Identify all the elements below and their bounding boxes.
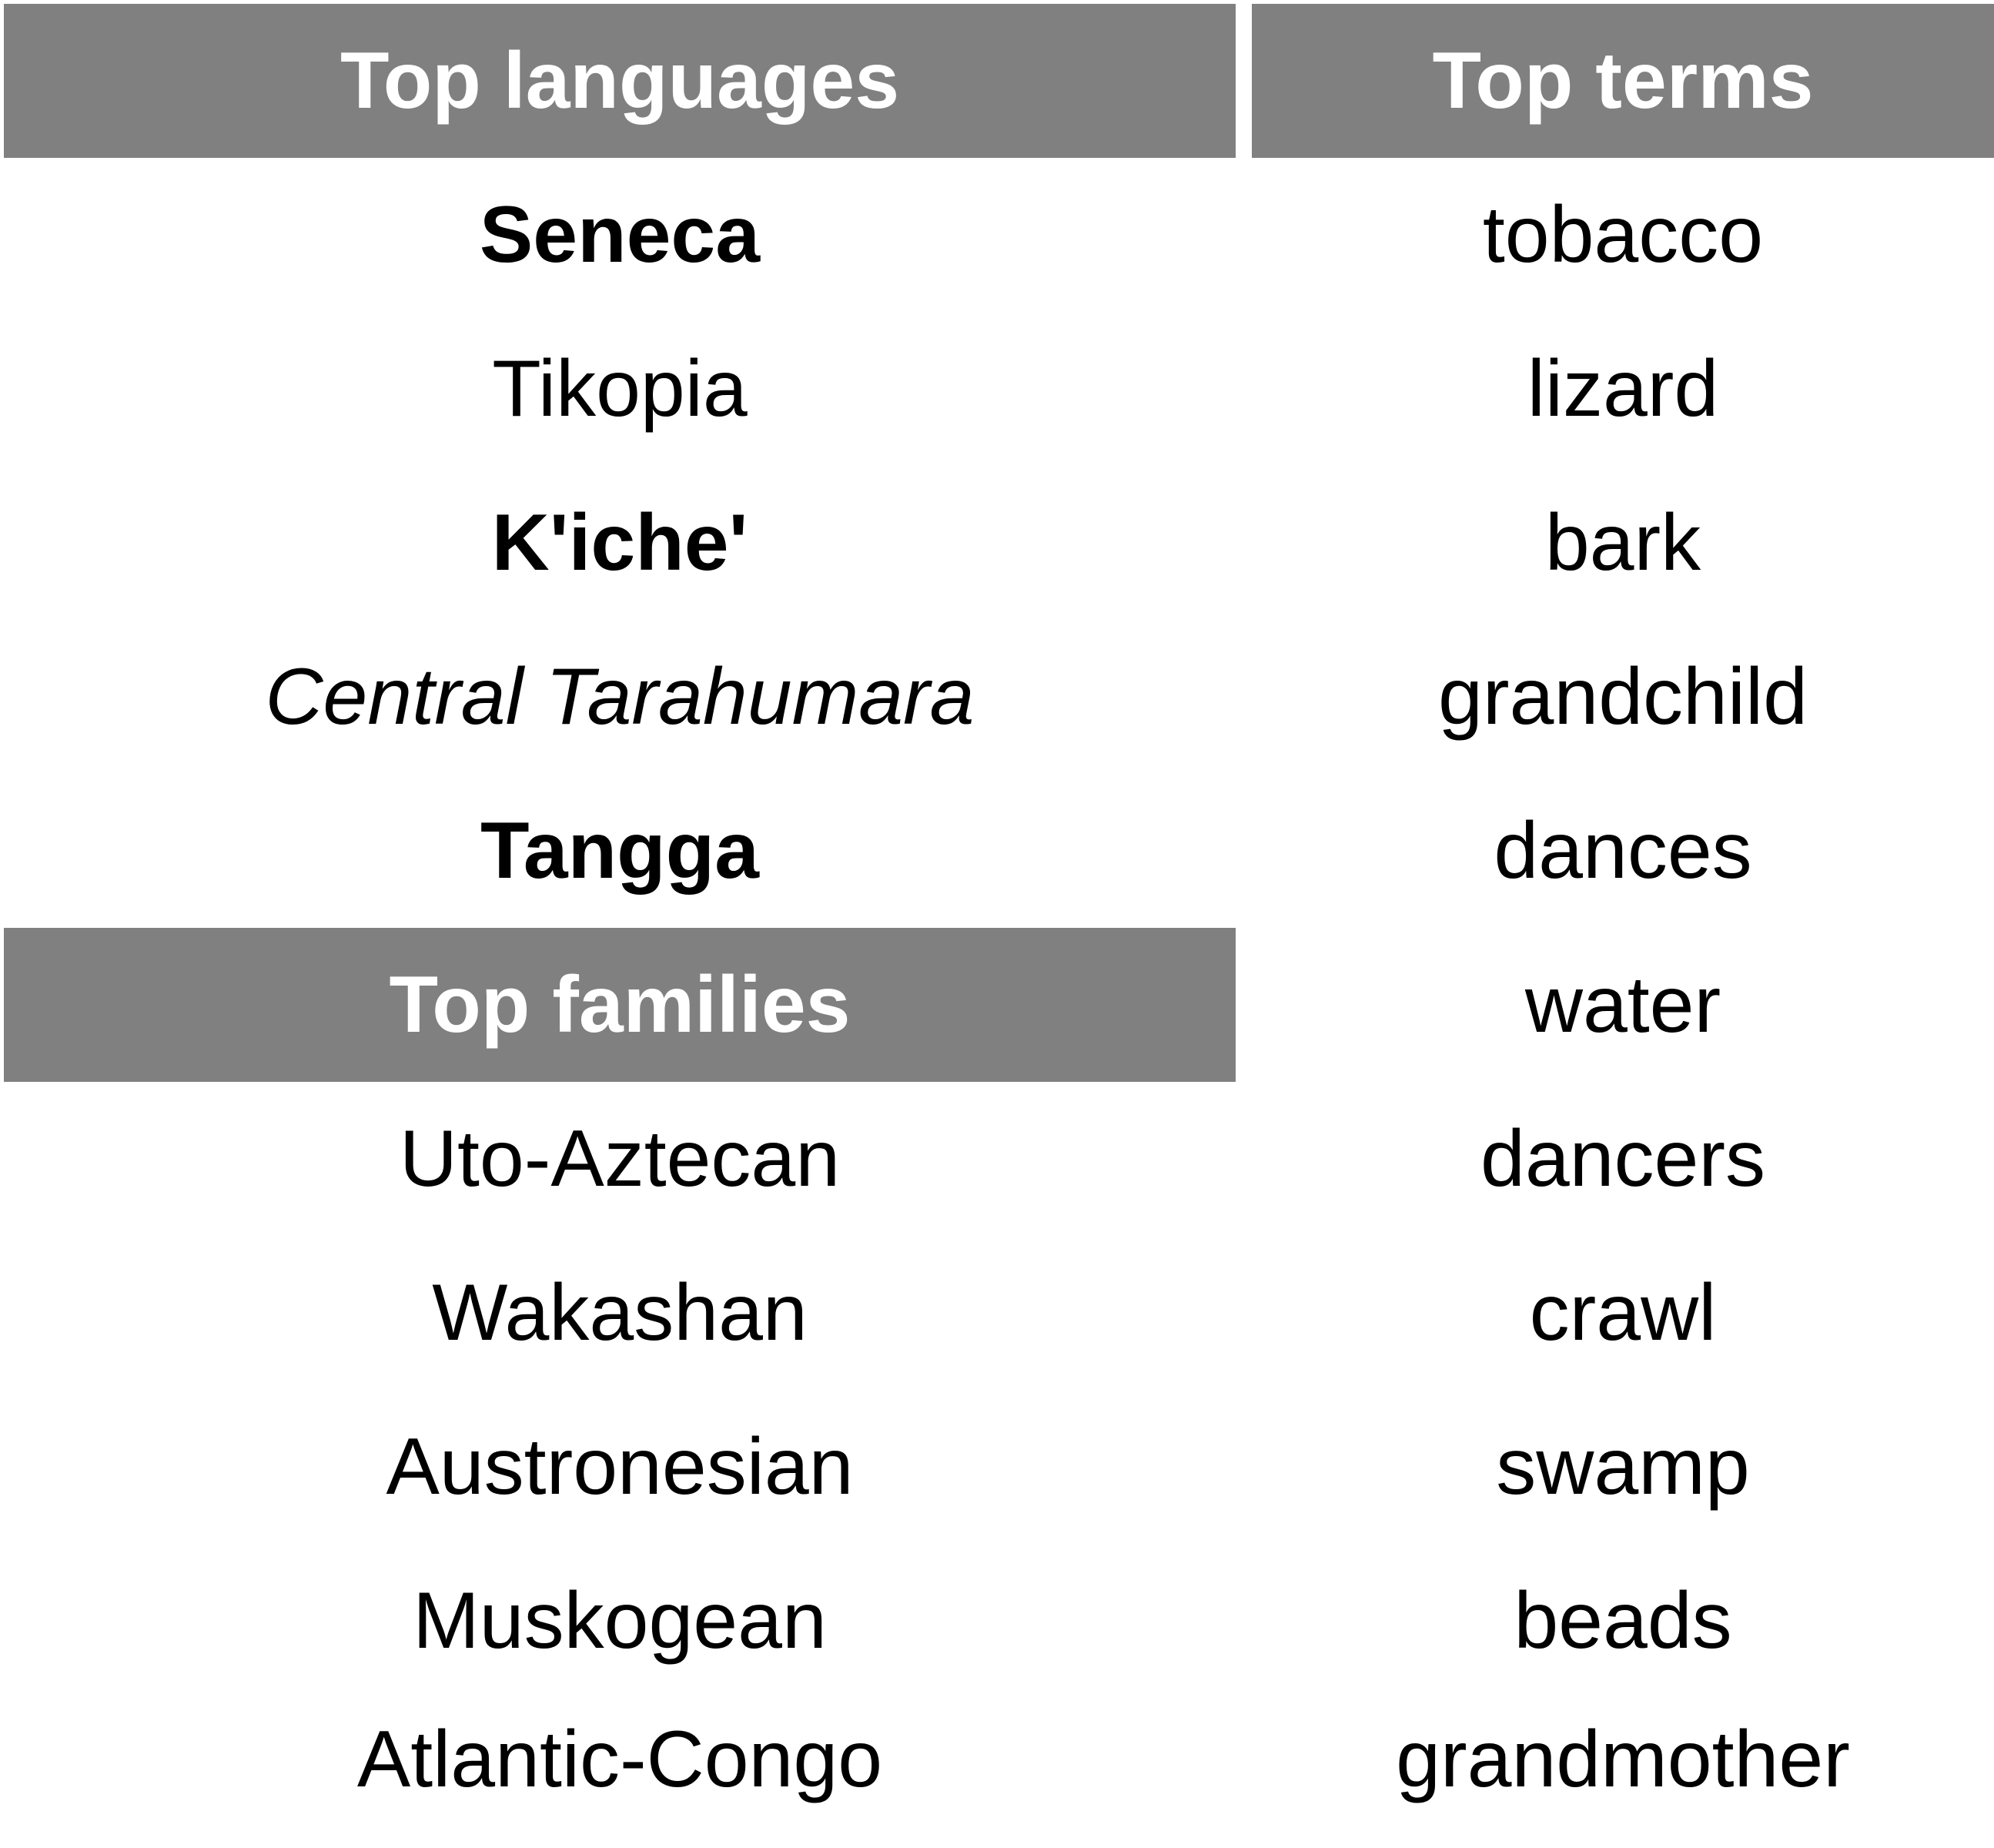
term-item-dances: dances <box>1494 806 1752 896</box>
term-item-crawl: crawl <box>1529 1268 1717 1358</box>
family-item-austronesian: Austronesian <box>386 1422 854 1512</box>
term-item-grandchild: grandchild <box>1438 652 1808 742</box>
term-item-dancers: dancers <box>1480 1114 1765 1204</box>
term-item-water: water <box>1524 960 1721 1050</box>
language-item-tikopia: Tikopia <box>492 344 748 434</box>
term-item-bark: bark <box>1544 498 1701 588</box>
family-item-uto-aztecan: Uto-Aztecan <box>399 1114 841 1204</box>
top-families-header: Top families <box>4 928 1236 1082</box>
language-item-tangga: Tangga <box>480 806 760 896</box>
top-languages-header: Top languages <box>4 4 1236 158</box>
family-item-wakashan: Wakashan <box>432 1268 808 1358</box>
family-item-atlantic-congo: Atlantic-Congo <box>356 1715 883 1804</box>
language-item-central-tarahumara: Central Tarahumara <box>265 652 975 742</box>
term-item-swamp: swamp <box>1496 1422 1750 1512</box>
language-item-kiche: K'iche' <box>491 498 748 588</box>
language-item-seneca: Seneca <box>479 190 761 280</box>
term-item-lizard: lizard <box>1527 344 1719 434</box>
top-terms-header: Top terms <box>1252 4 1994 158</box>
term-item-beads: beads <box>1514 1576 1732 1666</box>
term-item-grandmother: grandmother <box>1396 1715 1850 1804</box>
term-item-tobacco: tobacco <box>1482 190 1764 280</box>
family-item-muskogean: Muskogean <box>413 1576 827 1666</box>
